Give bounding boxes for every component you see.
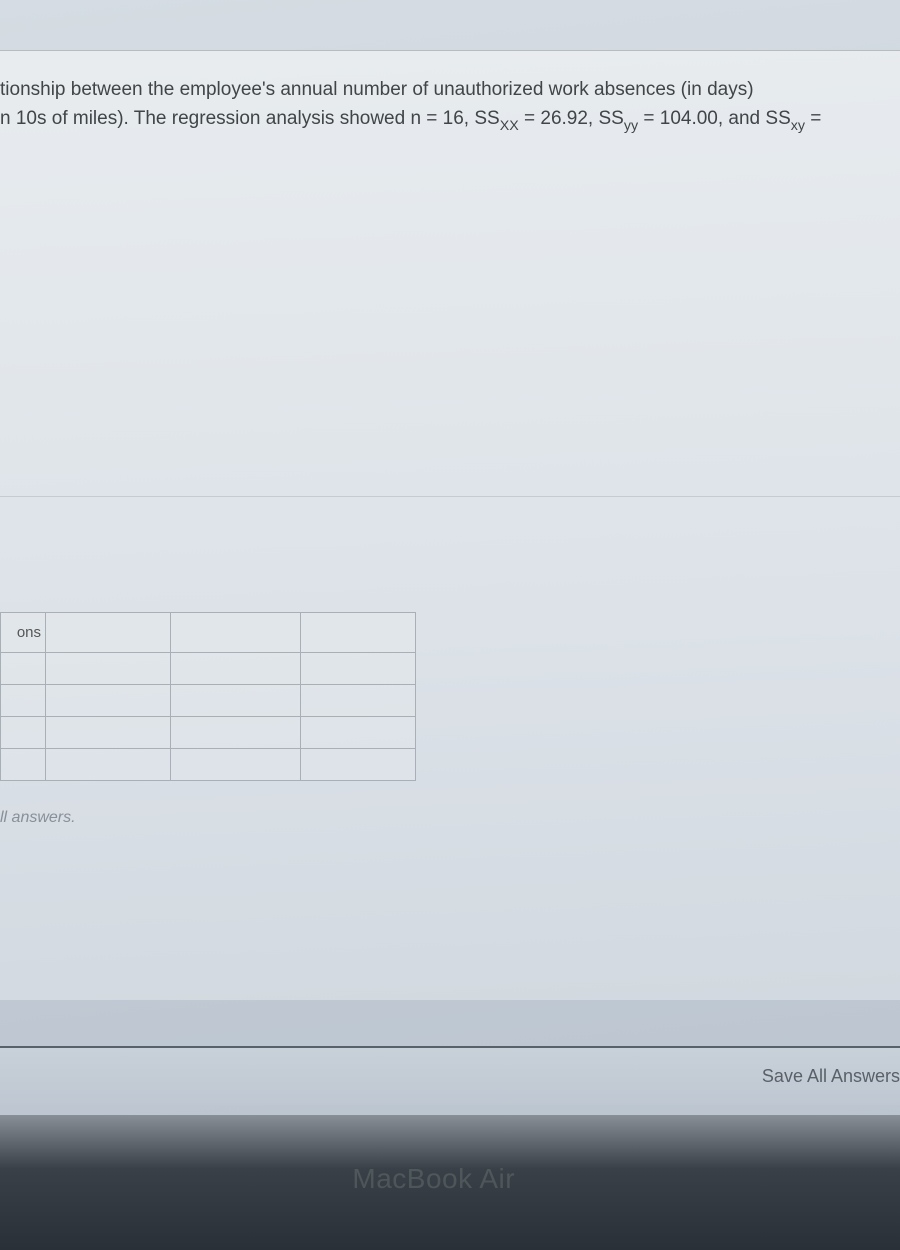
table-cell[interactable]: [171, 684, 301, 716]
ssxx-subscript: XX: [500, 118, 519, 134]
table-cell[interactable]: [301, 716, 416, 748]
macbook-label: MacBook Air: [352, 1163, 515, 1195]
footer-bar: Save All Answers: [0, 1046, 900, 1105]
ssxy-end: =: [805, 108, 821, 129]
table-cell[interactable]: [171, 748, 301, 780]
table-row: [1, 652, 416, 684]
table-cell[interactable]: [301, 684, 416, 716]
ssxy-subscript: xy: [791, 118, 805, 134]
table-header-cell: ons: [1, 612, 46, 652]
table-cell[interactable]: [46, 748, 171, 780]
table-row: [1, 684, 416, 716]
table-cell[interactable]: [1, 684, 46, 716]
table-cell[interactable]: [171, 652, 301, 684]
table-cell[interactable]: [1, 716, 46, 748]
table-cell[interactable]: [171, 716, 301, 748]
table-cell[interactable]: [46, 612, 171, 652]
ssyy-value: = 104.00, and SS: [638, 108, 791, 129]
table-cell[interactable]: [46, 684, 171, 716]
table-cell[interactable]: [46, 716, 171, 748]
question-text: tionship between the employee's annual n…: [0, 51, 900, 146]
table-cell[interactable]: [1, 652, 46, 684]
question-panel: tionship between the employee's annual n…: [0, 50, 900, 1000]
table-cell[interactable]: [301, 612, 416, 652]
table-cell[interactable]: [301, 748, 416, 780]
table-cell[interactable]: [46, 652, 171, 684]
table-row: [1, 716, 416, 748]
answer-table: ons: [0, 612, 416, 781]
answers-hint: ll answers.: [0, 809, 900, 827]
table-row: [1, 748, 416, 780]
save-all-answers-button[interactable]: Save All Answers: [747, 1058, 900, 1095]
question-line2-prefix: n 10s of miles). The regression analysis…: [0, 108, 500, 129]
table-cell[interactable]: [1, 748, 46, 780]
table-cell[interactable]: [171, 612, 301, 652]
question-line1: tionship between the employee's annual n…: [0, 79, 754, 100]
table-cell[interactable]: [301, 652, 416, 684]
ssyy-subscript: yy: [624, 118, 638, 134]
table-row: ons: [1, 612, 416, 652]
ssxx-value: = 26.92, SS: [519, 108, 624, 129]
answer-section: ons: [0, 496, 900, 827]
